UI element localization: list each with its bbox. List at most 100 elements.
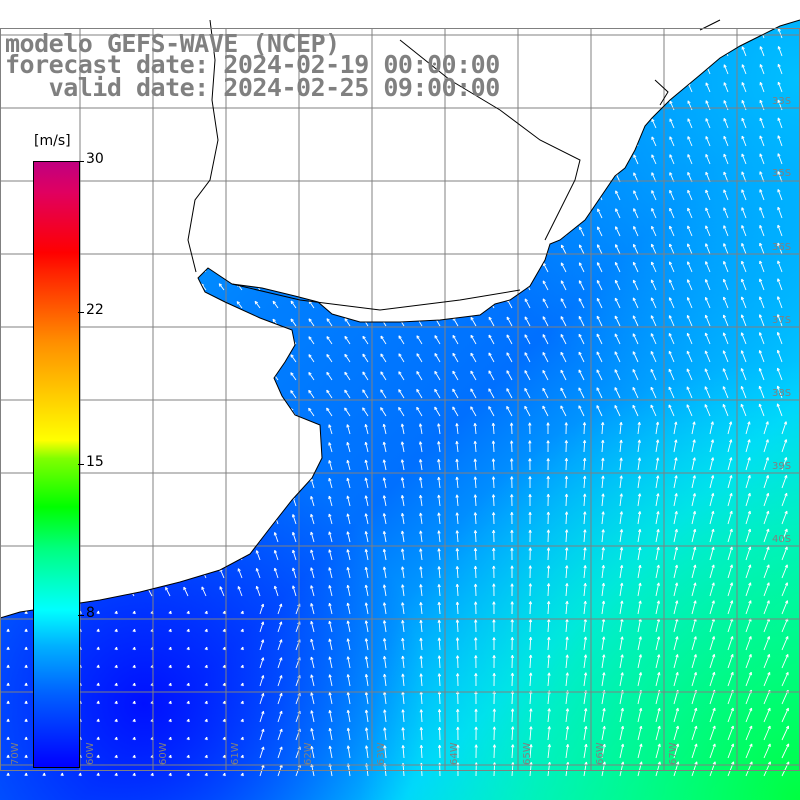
wind-arrow	[399, 228, 405, 237]
wind-arrow-head	[310, 585, 312, 589]
wind-arrow-head	[561, 47, 565, 51]
wind-arrow	[597, 20, 603, 21]
wind-arrow-head	[292, 424, 296, 428]
wind-arrow	[565, 654, 568, 669]
wind-arrow	[506, 388, 513, 399]
wind-arrow	[614, 297, 621, 309]
wind-arrow	[686, 404, 693, 417]
wind-arrow-head	[382, 424, 385, 428]
wind-arrow	[435, 192, 441, 201]
wind-arrow	[200, 373, 207, 381]
wind-arrow	[669, 82, 675, 93]
wind-arrow	[290, 282, 297, 291]
wind-arrow	[255, 122, 261, 129]
wind-arrow-head	[254, 229, 257, 233]
wind-arrow-head	[40, 123, 44, 126]
wind-arrow	[402, 655, 405, 669]
wind-arrow	[347, 513, 351, 525]
wind-arrow	[435, 210, 441, 219]
wind-arrow	[326, 318, 333, 327]
wind-arrow-head	[92, 409, 96, 412]
wind-arrow-head	[344, 264, 349, 267]
wind-arrow-head	[168, 664, 172, 668]
wind-arrow-head	[2, 446, 5, 450]
wind-arrow-head	[274, 15, 275, 18]
wind-arrow	[669, 225, 675, 237]
wind-arrow-head	[20, 553, 22, 557]
wind-arrow	[165, 587, 171, 597]
wind-arrow	[363, 228, 369, 237]
wind-arrow-head	[165, 283, 169, 286]
wind-arrow	[326, 389, 333, 399]
wind-arrow-head	[240, 628, 244, 632]
wind-arrow	[111, 284, 117, 291]
wind-arrow	[777, 64, 783, 75]
wind-arrow-head	[543, 65, 547, 69]
wind-arrow-head	[165, 497, 169, 501]
wind-arrow	[147, 569, 153, 579]
wind-arrow-head	[598, 12, 600, 14]
wind-arrow-head	[543, 101, 547, 105]
wind-arrow	[705, 243, 711, 255]
wind-arrow	[651, 136, 657, 147]
wind-arrow-head	[273, 193, 277, 196]
wind-arrow	[182, 373, 189, 381]
wind-arrow-head	[546, 565, 550, 569]
wind-arrow-head	[131, 16, 134, 17]
wind-arrow	[723, 296, 729, 309]
wind-arrow-head	[453, 245, 457, 248]
wind-arrow	[344, 246, 351, 255]
wind-arrow	[308, 372, 315, 381]
wind-arrow-head	[688, 11, 690, 13]
wind-arrow	[327, 228, 333, 237]
wind-arrow-head	[273, 247, 277, 250]
wind-arrow	[273, 193, 279, 201]
wind-arrow-head	[655, 421, 659, 425]
wind-arrow	[583, 565, 586, 579]
wind-arrow	[723, 189, 729, 201]
wind-arrow	[383, 513, 387, 525]
wind-arrow-head	[615, 101, 619, 104]
wind-arrow	[651, 29, 657, 39]
wind-arrow-head	[326, 282, 329, 286]
wind-arrow	[383, 620, 387, 633]
wind-arrow	[547, 672, 550, 687]
wind-arrow-head	[766, 636, 770, 639]
wind-arrow	[365, 495, 369, 507]
wind-arrow	[3, 267, 9, 273]
wind-arrow	[399, 120, 405, 129]
wind-arrow-head	[693, 636, 697, 640]
wind-arrow	[777, 171, 783, 183]
wind-arrow	[201, 586, 207, 597]
wind-arrow	[453, 20, 459, 21]
wind-arrow-head	[417, 102, 421, 106]
wind-arrow-head	[111, 123, 114, 127]
wind-arrow-head	[561, 83, 565, 87]
wind-arrow-head	[601, 565, 604, 569]
wind-arrow-head	[147, 158, 151, 161]
wind-arrow-head	[561, 226, 565, 230]
wind-arrow	[417, 120, 423, 129]
wind-arrow	[4, 20, 9, 21]
wind-arrow-head	[399, 192, 403, 195]
wind-arrow-head	[364, 477, 367, 481]
wind-arrow	[452, 281, 459, 291]
wind-arrow-head	[128, 337, 132, 340]
wind-arrow-head	[201, 479, 205, 482]
wind-arrow-head	[146, 284, 149, 288]
wind-arrow-head	[128, 355, 131, 360]
wind-arrow	[419, 459, 423, 471]
wind-arrow-head	[219, 229, 223, 232]
wind-arrow	[292, 585, 297, 597]
wind-arrow-head	[200, 319, 205, 322]
wind-arrow-head	[455, 548, 458, 552]
wind-arrow-head	[236, 301, 239, 305]
wind-arrow-head	[601, 439, 604, 443]
wind-arrow	[543, 209, 549, 219]
wind-arrow	[110, 480, 117, 489]
wind-arrow-head	[95, 16, 96, 19]
wind-arrow-head	[382, 513, 385, 517]
wind-arrow-head	[364, 513, 367, 517]
wind-arrow-head	[455, 655, 458, 659]
wind-arrow	[561, 48, 567, 57]
